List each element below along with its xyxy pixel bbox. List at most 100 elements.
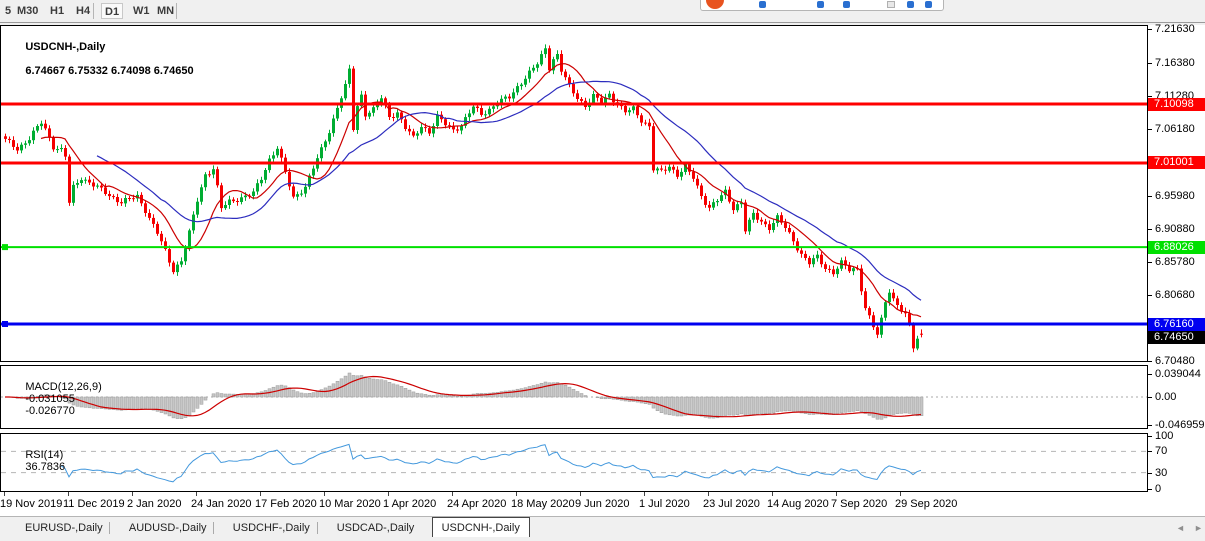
macd-histogram-bar	[455, 396, 460, 398]
macd-histogram-bar	[259, 391, 264, 398]
tab-usdcad-daily[interactable]: USDCAD-,Daily	[336, 522, 415, 534]
candle-body	[700, 185, 703, 196]
candle-body	[120, 202, 123, 204]
tab-usdchf-daily[interactable]: USDCHF-,Daily	[232, 522, 310, 534]
macd-histogram-bar	[379, 379, 384, 398]
candle-body	[804, 253, 807, 258]
moving-average-line	[40, 63, 922, 318]
timeframe-button-d1[interactable]: D1	[101, 3, 124, 19]
timeframe-button-mn[interactable]: MN	[157, 5, 175, 17]
toolbar-divider	[0, 22, 1205, 25]
candle-body	[176, 264, 179, 273]
timeframe-button-h1[interactable]: H1	[50, 5, 65, 17]
candle-body	[560, 54, 563, 72]
macd-histogram-bar	[875, 396, 880, 420]
axis-tick	[1148, 451, 1152, 452]
macd-histogram-bar	[543, 381, 548, 398]
candle-body	[16, 146, 19, 151]
macd-histogram-bar	[363, 376, 368, 398]
macd-axis-label: -0.046959	[1155, 419, 1205, 431]
macd-histogram-bar	[799, 396, 804, 414]
candle-body	[520, 84, 523, 87]
macd-axis-label: 0.039044	[1155, 368, 1201, 380]
symbol-tab-bar: EURUSD-,Daily AUDUSD-,Daily USDCHF-,Daily U…	[0, 516, 1205, 538]
axis-tick	[1148, 425, 1152, 426]
candle-body	[896, 298, 899, 305]
macd-histogram-bar	[71, 396, 76, 406]
axis-tick	[1148, 397, 1152, 398]
candle-body	[144, 203, 147, 213]
candle-body	[620, 105, 623, 107]
candle-body	[124, 198, 127, 204]
tab-eurusd-daily[interactable]: EURUSD-,Daily	[25, 522, 103, 534]
macd-histogram-bar	[815, 396, 820, 415]
tab-audusd-daily[interactable]: AUDUSD-,Daily	[128, 522, 207, 534]
macd-histogram-bar	[707, 396, 712, 419]
macd-histogram-bar	[643, 396, 648, 404]
candle-body	[872, 315, 875, 328]
axis-tick	[1148, 96, 1152, 97]
timeframe-button-m30[interactable]: M30	[17, 5, 39, 17]
macd-histogram-bar	[811, 396, 816, 415]
timeframe-button-5[interactable]: 5	[5, 5, 12, 17]
candle-body	[572, 83, 575, 94]
macd-histogram-bar	[311, 392, 316, 398]
macd-label: MACD(12,26,9) -0.031055 -0.026770	[7, 369, 101, 429]
candle-body	[800, 250, 803, 254]
level-anchor-handle[interactable]	[2, 244, 8, 251]
candle-body	[96, 185, 99, 187]
candle-body	[552, 59, 555, 71]
watermark-logo	[700, 0, 944, 11]
rsi-axis-label: 30	[1155, 467, 1168, 479]
rsi-indicator-panel[interactable]: RSI(14) 36.7836	[0, 433, 1148, 492]
candle-body	[880, 317, 883, 335]
macd-histogram-bar	[839, 396, 844, 414]
candle-body	[296, 194, 299, 197]
timeframe-button-w1[interactable]: W1	[133, 5, 150, 17]
candlestick-chart[interactable]	[1, 26, 1147, 361]
candle-body	[688, 164, 691, 172]
candle-body	[676, 169, 679, 177]
date-label: 23 Jul 2020	[703, 498, 760, 510]
logo-blue-dot-icon	[817, 1, 824, 8]
date-tick	[132, 492, 133, 496]
candle-body	[500, 98, 503, 105]
tab-scroll-left-icon[interactable]: ◄	[1176, 523, 1185, 533]
price-axis-label: 7.16380	[1155, 57, 1195, 69]
level-anchor-handle[interactable]	[2, 321, 8, 327]
candle-body	[60, 148, 63, 150]
tab-scroll-right-icon[interactable]: ►	[1194, 523, 1203, 533]
macd-histogram-bar	[519, 388, 524, 398]
timeframe-button-h4[interactable]: H4	[76, 5, 91, 17]
logo-blue-dot-icon	[843, 1, 850, 8]
macd-histogram-bar	[443, 394, 448, 398]
macd-chart[interactable]	[1, 366, 1147, 428]
macd-histogram-bar	[375, 379, 380, 398]
macd-histogram-bar	[715, 396, 720, 419]
price-chart-panel[interactable]: USDCNH-,Daily 6.74667 6.75332 6.74098 6.…	[0, 25, 1148, 362]
candle-body	[788, 228, 791, 233]
price-level-badge: 6.76160	[1148, 318, 1205, 331]
rsi-axis-label: 0	[1155, 483, 1162, 495]
macd-histogram-bar	[567, 386, 572, 398]
macd-histogram-bar	[831, 396, 836, 415]
timeframe-toolbar: 5 M30 H1 H4 D1 W1 MN	[0, 0, 1205, 22]
window-bottom-edge	[0, 537, 1205, 541]
axis-tick	[1148, 489, 1152, 490]
macd-histogram-bar	[639, 396, 644, 404]
candle-body	[392, 117, 395, 118]
macd-histogram-bar	[299, 392, 304, 398]
tab-usdcnh-daily[interactable]: USDCNH-,Daily	[431, 517, 530, 538]
chart-symbol-period: USDCNH-,Daily	[25, 41, 106, 53]
rsi-chart[interactable]	[1, 434, 1147, 491]
date-label: 14 Aug 2020	[767, 498, 829, 510]
chart-ohlc-values: 6.74667 6.75332 6.74098 6.74650	[25, 65, 194, 77]
candle-body	[192, 214, 195, 231]
date-label: 29 Sep 2020	[895, 498, 958, 510]
candle-body	[608, 93, 611, 98]
date-tick	[900, 492, 901, 496]
macd-histogram-bar	[739, 396, 744, 415]
macd-indicator-panel[interactable]: MACD(12,26,9) -0.031055 -0.026770	[0, 365, 1148, 429]
candle-body	[660, 168, 663, 170]
candle-body	[164, 241, 167, 249]
